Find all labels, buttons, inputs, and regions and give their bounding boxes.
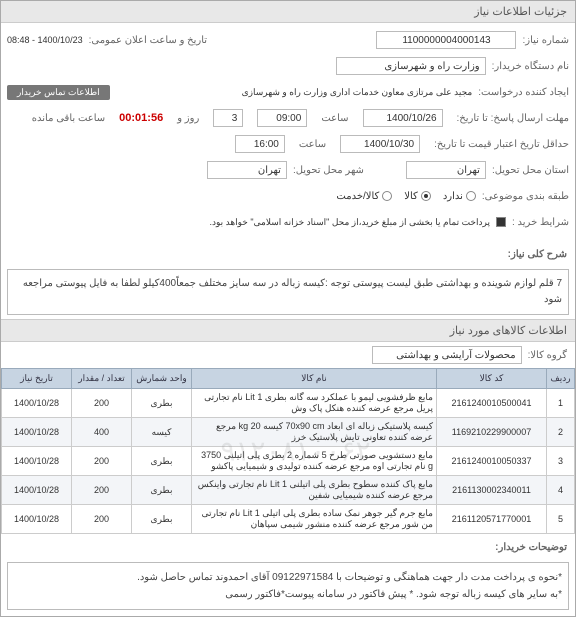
table-cell: 3: [547, 447, 575, 476]
panel-title: جزئیات اطلاعات نیاز: [1, 1, 575, 23]
requester-label: ایجاد کننده درخواست:: [478, 87, 569, 98]
col-qty: تعداد / مقدار: [72, 369, 132, 389]
radio-none-label: ندارد: [443, 191, 463, 202]
deadline-label: مهلت ارسال پاسخ: تا تاریخ:: [457, 113, 569, 124]
remain-label: ساعت باقی مانده: [32, 113, 105, 124]
items-table: ردیف کد کالا نام کالا واحد شمارش تعداد /…: [1, 368, 575, 534]
table-cell: 200: [72, 505, 132, 534]
contact-tag[interactable]: اطلاعات تماس خریدار: [7, 85, 110, 100]
radio-service-label: کالا/خدمت: [336, 191, 379, 202]
deadline-time-label: ساعت: [321, 113, 348, 124]
table-cell: 4: [547, 476, 575, 505]
table-cell: بطری: [132, 505, 192, 534]
buyer-field: وزارت راه و شهرسازی: [336, 57, 486, 75]
requester-value: مجید علی مرتازی معاون خدمات اداری وزارت …: [242, 87, 473, 98]
desc-text: 7 قلم لوازم شوینده و بهداشتی طبق لیست پی…: [7, 269, 569, 315]
days-label: روز و: [177, 113, 199, 124]
deadline-time: 09:00: [257, 109, 307, 127]
buyer-notes: *نحوه ی پرداخت مدت دار جهت هماهنگی و توض…: [7, 562, 569, 610]
deadline-date: 1400/10/26: [363, 109, 443, 127]
radio-icon: [466, 191, 476, 201]
need-no-label: شماره نیاز:: [522, 35, 569, 46]
payment-note: پرداخت تمام یا بخشی از مبلغ خرید،از محل …: [210, 217, 490, 228]
table-cell: کیسه پلاستیکی زباله ای ابعاد 70x90 cm کی…: [192, 418, 437, 447]
table-cell: 1400/10/28: [2, 418, 72, 447]
header-form: شماره نیاز: 1100000004000143 تاریخ و ساع…: [1, 23, 575, 243]
table-cell: مایع پاک کننده سطوح بطری پلی اتیلنی 1 Li…: [192, 476, 437, 505]
col-unit: واحد شمارش: [132, 369, 192, 389]
table-cell: 5: [547, 505, 575, 534]
table-cell: مایع ظرفشویی لیمو با عملکرد سه گانه بطری…: [192, 389, 437, 418]
table-cell: 2161130002340011: [437, 476, 547, 505]
table-cell: 1400/10/28: [2, 447, 72, 476]
valid-date: 1400/10/30: [340, 135, 420, 153]
city-field: تهران: [207, 161, 287, 179]
table-cell: مایع جرم گیر جوهر نمک ساده بطری پلی اتیل…: [192, 505, 437, 534]
shipping-radio-group: ندارد کالا کالا/خدمت: [336, 191, 476, 202]
notes-label: توضیحات خریدار:: [495, 542, 567, 553]
notes-line1: *نحوه ی پرداخت مدت دار جهت هماهنگی و توض…: [14, 569, 562, 586]
radio-goods[interactable]: کالا: [404, 191, 431, 202]
table-cell: 2161240010500041: [437, 389, 547, 418]
table-cell: 200: [72, 476, 132, 505]
table-row: 52161120571770001مایع جرم گیر جوهر نمک س…: [2, 505, 575, 534]
radio-goods-label: کالا: [404, 191, 418, 202]
table-cell: 1400/10/28: [2, 389, 72, 418]
table-wrap: ۰۹۱۲۰۸۱۰۰۶۲ ردیف کد کالا نام کالا واحد ش…: [1, 368, 575, 534]
table-cell: بطری: [132, 476, 192, 505]
table-cell: 1400/10/28: [2, 476, 72, 505]
table-cell: 2161120571770001: [437, 505, 547, 534]
table-row: 21169210229900007کیسه پلاستیکی زباله ای …: [2, 418, 575, 447]
city-label: شهر محل تحویل:: [293, 165, 364, 176]
radio-service[interactable]: کالا/خدمت: [336, 191, 392, 202]
table-cell: 1: [547, 389, 575, 418]
province-field: تهران: [406, 161, 486, 179]
table-cell: بطری: [132, 389, 192, 418]
table-cell: کیسه: [132, 418, 192, 447]
table-row: 12161240010500041مایع ظرفشویی لیمو با عم…: [2, 389, 575, 418]
table-row: 42161130002340011مایع پاک کننده سطوح بطر…: [2, 476, 575, 505]
col-code: کد کالا: [437, 369, 547, 389]
table-cell: 1400/10/28: [2, 505, 72, 534]
table-cell: 1169210229900007: [437, 418, 547, 447]
checkbox-icon: [496, 217, 506, 227]
valid-time: 16:00: [235, 135, 285, 153]
days: 3: [213, 109, 243, 127]
table-cell: 200: [72, 447, 132, 476]
payment-label: شرایط خرید :: [512, 217, 569, 228]
buyer-label: نام دستگاه خریدار:: [492, 61, 569, 72]
radio-none[interactable]: ندارد: [443, 191, 476, 202]
valid-label: حداقل تاریخ اعتبار قیمت تا تاریخ:: [434, 139, 569, 150]
table-header-row: ردیف کد کالا نام کالا واحد شمارش تعداد /…: [2, 369, 575, 389]
table-cell: مایع دستشویی صورتی طرح 5 شماره 2 بطری پل…: [192, 447, 437, 476]
radio-icon: [382, 191, 392, 201]
col-name: نام کالا: [192, 369, 437, 389]
payment-check[interactable]: [496, 217, 506, 227]
announce-label: تاریخ و ساعت اعلان عمومی:: [89, 35, 208, 46]
need-no-field: 1100000004000143: [376, 31, 516, 49]
province-label: استان محل تحویل:: [492, 165, 569, 176]
table-cell: بطری: [132, 447, 192, 476]
table-cell: 2: [547, 418, 575, 447]
group-label: گروه کالا:: [528, 350, 567, 361]
valid-time-label: ساعت: [299, 139, 326, 150]
notes-line2: *به سایر های کیسه زباله توجه شود. * پیش …: [14, 586, 562, 603]
table-cell: 400: [72, 418, 132, 447]
col-idx: ردیف: [547, 369, 575, 389]
announce-value: 1400/10/23 - 08:48: [7, 35, 83, 45]
remaining-timer: 00:01:56: [119, 112, 163, 124]
shipping-label: طبقه بندی موضوعی:: [482, 191, 569, 202]
table-cell: 2161240010050337: [437, 447, 547, 476]
radio-icon: [421, 191, 431, 201]
col-date: تاریخ نیاز: [2, 369, 72, 389]
table-row: 32161240010050337مایع دستشویی صورتی طرح …: [2, 447, 575, 476]
group-field: محصولات آرایشی و بهداشتی: [372, 346, 522, 364]
table-cell: 200: [72, 389, 132, 418]
need-details-panel: جزئیات اطلاعات نیاز شماره نیاز: 11000000…: [0, 0, 576, 617]
items-section-title: اطلاعات کالاهای مورد نیاز: [1, 319, 575, 342]
desc-label: شرح کلی نیاز:: [508, 249, 567, 260]
